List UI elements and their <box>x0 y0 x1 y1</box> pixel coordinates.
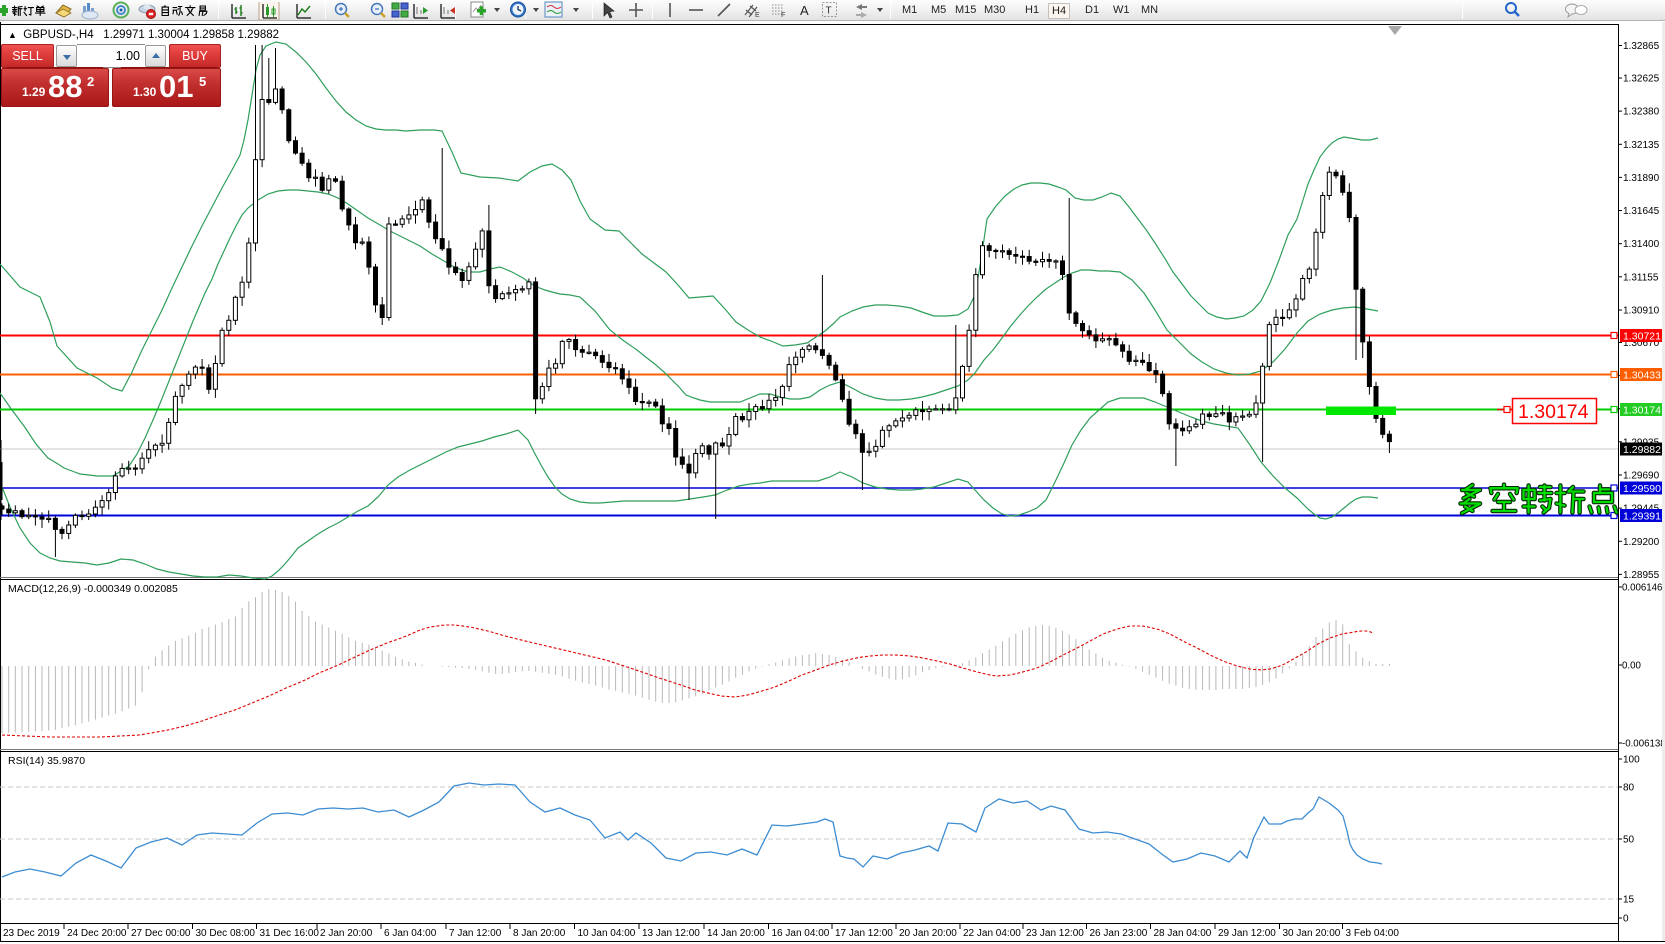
svg-text:17 Jan 12:00: 17 Jan 12:00 <box>835 928 893 939</box>
svg-text:1.32380: 1.32380 <box>1623 107 1660 118</box>
svg-text:24 Dec 20:00: 24 Dec 20:00 <box>67 928 127 939</box>
svg-text:2 Jan 20:00: 2 Jan 20:00 <box>320 928 373 939</box>
svg-text:16 Jan 04:00: 16 Jan 04:00 <box>772 928 830 939</box>
svg-text:1.29200: 1.29200 <box>1623 537 1660 548</box>
svg-text:3 Feb 04:00: 3 Feb 04:00 <box>1346 928 1400 939</box>
svg-text:1.29690: 1.29690 <box>1623 471 1660 482</box>
svg-text:0.00: 0.00 <box>1622 661 1641 672</box>
svg-text:0: 0 <box>1623 914 1629 925</box>
svg-text:T: T <box>826 6 832 17</box>
svg-text:1.31645: 1.31645 <box>1623 206 1660 217</box>
svg-text:7 Jan 12:00: 7 Jan 12:00 <box>449 928 502 939</box>
svg-text:A: A <box>800 3 809 18</box>
svg-text:10 Jan 04:00: 10 Jan 04:00 <box>578 928 636 939</box>
svg-text:1.30174: 1.30174 <box>1623 405 1661 417</box>
svg-text:20 Jan 20:00: 20 Jan 20:00 <box>899 928 957 939</box>
svg-text:1.31400: 1.31400 <box>1623 239 1660 250</box>
svg-text:1.32135: 1.32135 <box>1623 140 1660 151</box>
svg-text:28 Jan 04:00: 28 Jan 04:00 <box>1154 928 1212 939</box>
svg-text:E: E <box>755 12 760 19</box>
svg-text:29 Jan 12:00: 29 Jan 12:00 <box>1218 928 1276 939</box>
svg-text:30 Dec 08:00: 30 Dec 08:00 <box>196 928 256 939</box>
svg-text:6 Jan 04:00: 6 Jan 04:00 <box>384 928 437 939</box>
svg-text:27 Dec 00:00: 27 Dec 00:00 <box>131 928 191 939</box>
svg-text:100: 100 <box>1623 755 1640 766</box>
svg-text:1.30721: 1.30721 <box>1623 331 1661 343</box>
svg-text:1.28955: 1.28955 <box>1623 570 1660 581</box>
svg-text:15: 15 <box>1623 895 1635 906</box>
svg-text:1.30174: 1.30174 <box>1518 401 1589 423</box>
svg-text:50: 50 <box>1623 835 1635 846</box>
svg-text:1.29882: 1.29882 <box>1623 444 1661 456</box>
svg-text:26 Jan 23:00: 26 Jan 23:00 <box>1090 928 1148 939</box>
svg-text:14 Jan 20:00: 14 Jan 20:00 <box>707 928 765 939</box>
svg-text:23 Dec 2019: 23 Dec 2019 <box>3 928 60 939</box>
svg-text:F: F <box>781 12 785 19</box>
svg-text:MACD(12,26,9) -0.000349 0.0020: MACD(12,26,9) -0.000349 0.002085 <box>8 583 178 595</box>
svg-text:1.30910: 1.30910 <box>1623 306 1660 317</box>
svg-text:8 Jan 20:00: 8 Jan 20:00 <box>513 928 566 939</box>
svg-text:1.30433: 1.30433 <box>1623 370 1661 382</box>
svg-text:31 Dec 16:00: 31 Dec 16:00 <box>260 928 320 939</box>
svg-text:1.29590: 1.29590 <box>1623 483 1661 495</box>
svg-text:23 Jan 12:00: 23 Jan 12:00 <box>1026 928 1084 939</box>
svg-text:1.32865: 1.32865 <box>1623 41 1660 52</box>
svg-text:1.29391: 1.29391 <box>1623 511 1661 523</box>
svg-text:1.32625: 1.32625 <box>1623 74 1660 85</box>
svg-text:1.31890: 1.31890 <box>1623 173 1660 184</box>
svg-text:13 Jan 12:00: 13 Jan 12:00 <box>642 928 700 939</box>
svg-text:0.006146: 0.006146 <box>1622 583 1662 594</box>
svg-text:30 Jan 20:00: 30 Jan 20:00 <box>1283 928 1341 939</box>
svg-text:-0.006138: -0.006138 <box>1622 739 1665 750</box>
svg-text:22 Jan 04:00: 22 Jan 04:00 <box>963 928 1021 939</box>
svg-text:1.30670: 1.30670 <box>1623 338 1660 349</box>
svg-text:1.31155: 1.31155 <box>1623 272 1659 283</box>
svg-text:80: 80 <box>1623 783 1635 794</box>
svg-text:RSI(14) 35.9870: RSI(14) 35.9870 <box>8 755 85 767</box>
